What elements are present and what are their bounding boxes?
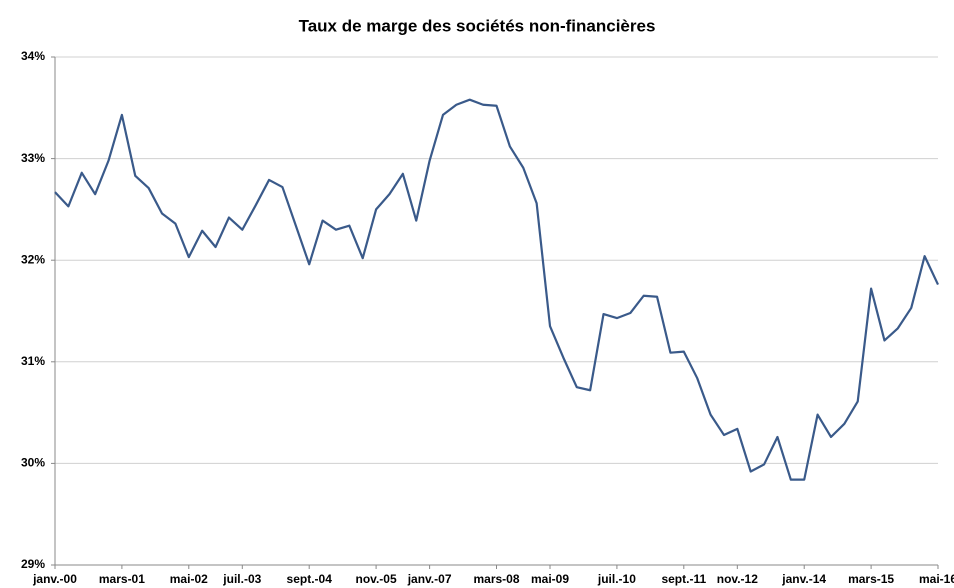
x-tick-label: nov.-05 bbox=[356, 572, 397, 586]
x-tick-label: juil.-10 bbox=[597, 572, 636, 586]
x-tick-label: janv.-00 bbox=[32, 572, 77, 586]
y-tick-label: 32% bbox=[21, 252, 45, 266]
x-tick-label: nov.-12 bbox=[717, 572, 758, 586]
x-tick-label: juil.-03 bbox=[222, 572, 261, 586]
x-tick-label: mai-16 bbox=[919, 572, 954, 586]
line bbox=[54, 98, 939, 481]
y-tick-label: 30% bbox=[21, 456, 45, 470]
x-tick-label: janv.-14 bbox=[781, 572, 826, 586]
chart-title: Taux de marge des sociétés non-financièr… bbox=[299, 16, 656, 35]
y-tick-label: 33% bbox=[21, 151, 45, 165]
x-tick-label: janv.-07 bbox=[407, 572, 452, 586]
x-tick-label: mai-02 bbox=[170, 572, 208, 586]
x-tick-label: mai-09 bbox=[531, 572, 569, 586]
x-tick-label: mars-08 bbox=[473, 572, 519, 586]
y-tick-label: 31% bbox=[21, 354, 45, 368]
x-tick-label: mars-01 bbox=[99, 572, 145, 586]
x-tick-label: sept.-04 bbox=[287, 572, 333, 586]
y-tick-label: 29% bbox=[21, 557, 45, 571]
x-tick-label: sept.-11 bbox=[661, 572, 706, 586]
x-tick-label: mars-15 bbox=[848, 572, 894, 586]
y-tick-label: 34% bbox=[21, 49, 45, 63]
